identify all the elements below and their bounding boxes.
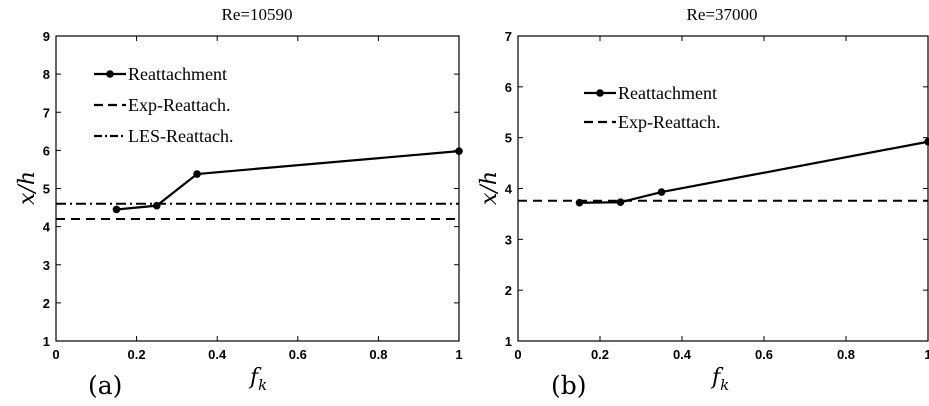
- y-tick-label: 1: [43, 334, 50, 349]
- x-tick-label: 0.2: [128, 347, 146, 362]
- y-tick-label: 4: [43, 220, 51, 235]
- y-tick-label: 2: [43, 296, 50, 311]
- legend-label: Exp-Reattach.: [618, 112, 720, 132]
- legend-label: Reattachment: [618, 83, 717, 103]
- legend-label: Exp-Reattach.: [128, 95, 230, 115]
- y-axis-label: x/h: [15, 171, 40, 205]
- x-axis-label: fk: [248, 365, 267, 394]
- plot-frame: [517, 35, 929, 342]
- x-tick-label: 0: [52, 347, 59, 362]
- y-tick-label: 6: [43, 143, 50, 158]
- panel-label: (a): [88, 371, 122, 400]
- y-tick-label: 4: [505, 182, 513, 197]
- data-point: [193, 170, 201, 178]
- series-line: [579, 140, 929, 204]
- x-tick-label: 0.4: [673, 347, 692, 362]
- x-tick-label: 0: [514, 347, 521, 362]
- panel-label: (b): [551, 371, 587, 400]
- plot-frame: [55, 35, 460, 342]
- y-axis-label-text: x/h: [477, 171, 502, 205]
- chart-title: Re=10590: [222, 5, 293, 24]
- legend-marker: [596, 89, 604, 97]
- y-tick-label: 3: [43, 258, 50, 273]
- legend-label: Reattachment: [128, 64, 227, 84]
- x-tick-label: 1: [924, 347, 929, 362]
- y-tick-label: 5: [43, 182, 50, 197]
- x-tick-label: 0.4: [208, 347, 227, 362]
- x-tick-label: 1: [455, 347, 462, 362]
- legend-label: LES-Reattach.: [128, 126, 233, 146]
- data-point: [657, 188, 666, 196]
- y-axis-ticks: 1 2 3 4 5 6 7 8 9: [43, 29, 459, 349]
- x-tick-label: 0.2: [591, 347, 609, 362]
- y-tick-label: 9: [43, 29, 50, 44]
- x-axis-label-text: fk: [248, 365, 267, 394]
- y-axis-label: x/h: [477, 171, 502, 205]
- y-tick-label: 1: [505, 334, 512, 349]
- data-point: [924, 137, 929, 146]
- y-tick-label: 6: [505, 80, 512, 95]
- x-axis-label: fk: [710, 365, 729, 394]
- y-tick-label: 7: [43, 105, 50, 120]
- chart-panel-b: Re=37000 0 0.2 0.4 0.6 0.8 1 1 2 3 4 5 6 7 Reattach…: [477, 5, 929, 400]
- x-tick-label: 0.8: [369, 347, 387, 362]
- y-tick-label: 3: [505, 232, 512, 247]
- data-point: [455, 147, 463, 155]
- chart-panel-a: Re=10590 0 0.2 0.4 0.6 0.8 1 1 2 3 4 5 6 7 8 9 Reatta…: [15, 5, 463, 400]
- legend-marker: [106, 70, 114, 78]
- plot-data: [56, 147, 463, 220]
- y-tick-label: 7: [505, 29, 512, 44]
- data-point: [616, 198, 625, 207]
- x-tick-label: 0.8: [837, 347, 855, 362]
- chart-title: Re=37000: [687, 5, 758, 24]
- data-point: [112, 205, 121, 214]
- x-tick-label: 0.6: [289, 347, 307, 362]
- y-axis-ticks: 1 2 3 4 5 6 7: [505, 29, 928, 349]
- y-tick-label: 2: [505, 283, 512, 298]
- y-tick-label: 5: [505, 131, 512, 146]
- x-axis-ticks: 0 0.2 0.4 0.6 0.8 1: [514, 36, 929, 362]
- y-tick-label: 8: [43, 67, 50, 82]
- x-axis-label-text: fk: [710, 365, 729, 394]
- x-tick-label: 0.6: [755, 347, 773, 362]
- plot-data: [518, 137, 929, 207]
- legend: Reattachment Exp-Reattach. LES-Reattach.: [94, 64, 233, 146]
- legend: Reattachment Exp-Reattach.: [584, 83, 720, 132]
- series-line: [116, 150, 460, 211]
- x-axis-ticks: 0 0.2 0.4 0.6 0.8 1: [52, 36, 463, 362]
- y-axis-label-text: x/h: [15, 171, 40, 205]
